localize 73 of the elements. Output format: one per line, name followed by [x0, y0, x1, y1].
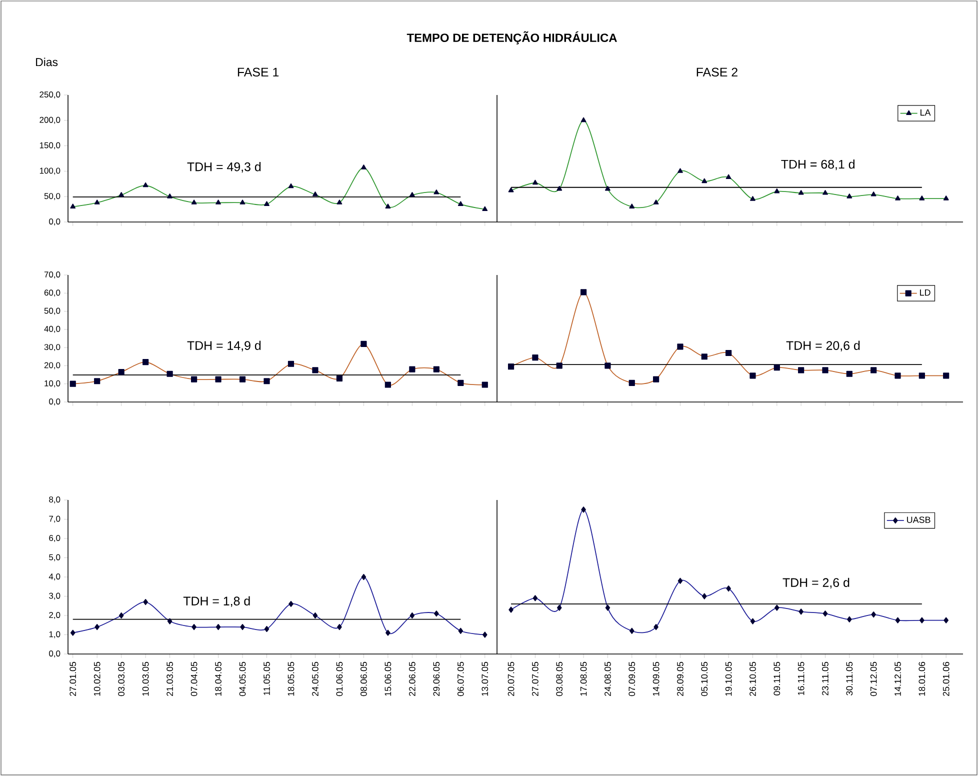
y-tick-label: 0,0: [49, 398, 60, 406]
x-tick-label: 18.05.05: [288, 662, 294, 696]
x-tick-label: 30.11.05: [846, 662, 853, 696]
x-tick-label: 26.10.05: [750, 662, 756, 696]
y-tick-label: 40,0: [44, 326, 60, 333]
annotation: TDH = 2,6 d: [782, 578, 850, 588]
y-tick-label: 250,0: [40, 91, 60, 98]
y-tick-label: 7,0: [49, 516, 60, 523]
x-tick-label: 23.11.05: [822, 662, 828, 696]
text: FASE 2: [696, 68, 738, 77]
x-tick-label: 05.10.05: [701, 662, 708, 696]
x-tick-label: 18.01.06: [918, 662, 926, 696]
x-tick-label: 15.06.05: [384, 662, 392, 696]
x-tick-label: 16.11.05: [798, 662, 804, 696]
y-tick-label: 30,0: [44, 344, 60, 352]
y-tick-label: 4,0: [48, 574, 60, 580]
annotation: TDH = 20,6 d: [786, 340, 860, 352]
x-tick-label: 03.08.05: [556, 662, 563, 696]
annotation: TDH = 68,1 d: [781, 160, 854, 170]
x-tick-label: 06.07.05: [457, 662, 464, 696]
x-tick-label: 07.04.05: [190, 662, 198, 696]
x-tick-label: 01.06.05: [336, 662, 343, 696]
x-tick-label: 17.08.05: [580, 662, 587, 696]
x-tick-label: 19.10.05: [725, 662, 732, 696]
y-tick-label: 2,0: [49, 612, 60, 619]
chart-title: TEMPO DE DETENÇÃO HIDRÁULICA: [406, 31, 617, 44]
x-tick-label: 24.08.05: [604, 662, 611, 696]
x-tick-label: 18.04.05: [215, 662, 222, 696]
text: FASE 1: [238, 68, 279, 77]
legend-label: LD: [920, 289, 930, 296]
y-tick-label: 0,0: [49, 218, 60, 226]
y-tick-label: 5,0: [49, 554, 60, 562]
x-tick-label: 03.03.05: [118, 662, 125, 696]
x-tick-label: 09.11.05: [774, 662, 780, 696]
y-tick-label: 70,0: [44, 272, 60, 278]
x-tick-label: 14.12.05: [894, 662, 901, 696]
y-tick-label: 50,0: [44, 308, 60, 315]
y-tick-label: 20,0: [44, 362, 60, 370]
x-tick-label: 04.05.05: [239, 662, 246, 696]
y-tick-label: 0,0: [49, 650, 60, 658]
y-tick-label: 200,0: [40, 116, 60, 124]
x-tick-label: 21.03.05: [166, 662, 173, 696]
y-tick-label: 10,0: [44, 380, 60, 388]
legend-label: UASB: [907, 516, 930, 523]
y-tick-label: 150,0: [40, 142, 60, 150]
x-tick-label: 13.07.05: [482, 662, 488, 696]
x-tick-label: 24.05.05: [312, 662, 318, 696]
y-tick-label: 100,0: [40, 168, 60, 175]
x-tick-label: 08.06.05: [360, 662, 367, 696]
x-tick-label: 27.07.05: [532, 662, 538, 696]
annotation: TDH = 49,3 d: [187, 162, 261, 173]
annotation: TDH = 1,8 d: [183, 596, 250, 607]
x-tick-label: 14.09.05: [652, 662, 660, 696]
x-tick-label: 10.02.05: [94, 662, 100, 696]
x-tick-label: 27.01.05: [70, 662, 76, 696]
x-tick-label: 11.05.05: [264, 662, 270, 696]
x-tick-label: 07.12.05: [870, 662, 877, 696]
x-tick-label: 22.06.05: [409, 662, 416, 696]
y-tick-label: 8,0: [49, 496, 60, 504]
annotation: TDH = 14,9 d: [187, 340, 261, 352]
y-axis-title: Dias: [36, 58, 58, 66]
x-tick-label: 20.07.05: [508, 662, 514, 696]
x-tick-label: 10.03.05: [142, 662, 149, 696]
x-tick-label: 29.06.05: [433, 662, 440, 696]
y-tick-label: 6,0: [49, 535, 60, 542]
x-tick-label: 25.01.06: [942, 662, 950, 696]
y-tick-label: 1,0: [49, 631, 60, 638]
x-tick-label: 28.09.05: [677, 662, 684, 696]
y-tick-label: 50,0: [44, 193, 60, 200]
y-tick-label: 3,0: [49, 592, 60, 600]
legend-label: LA: [920, 109, 931, 116]
y-tick-label: 60,0: [44, 290, 60, 297]
x-tick-label: 07.09.05: [628, 662, 636, 696]
